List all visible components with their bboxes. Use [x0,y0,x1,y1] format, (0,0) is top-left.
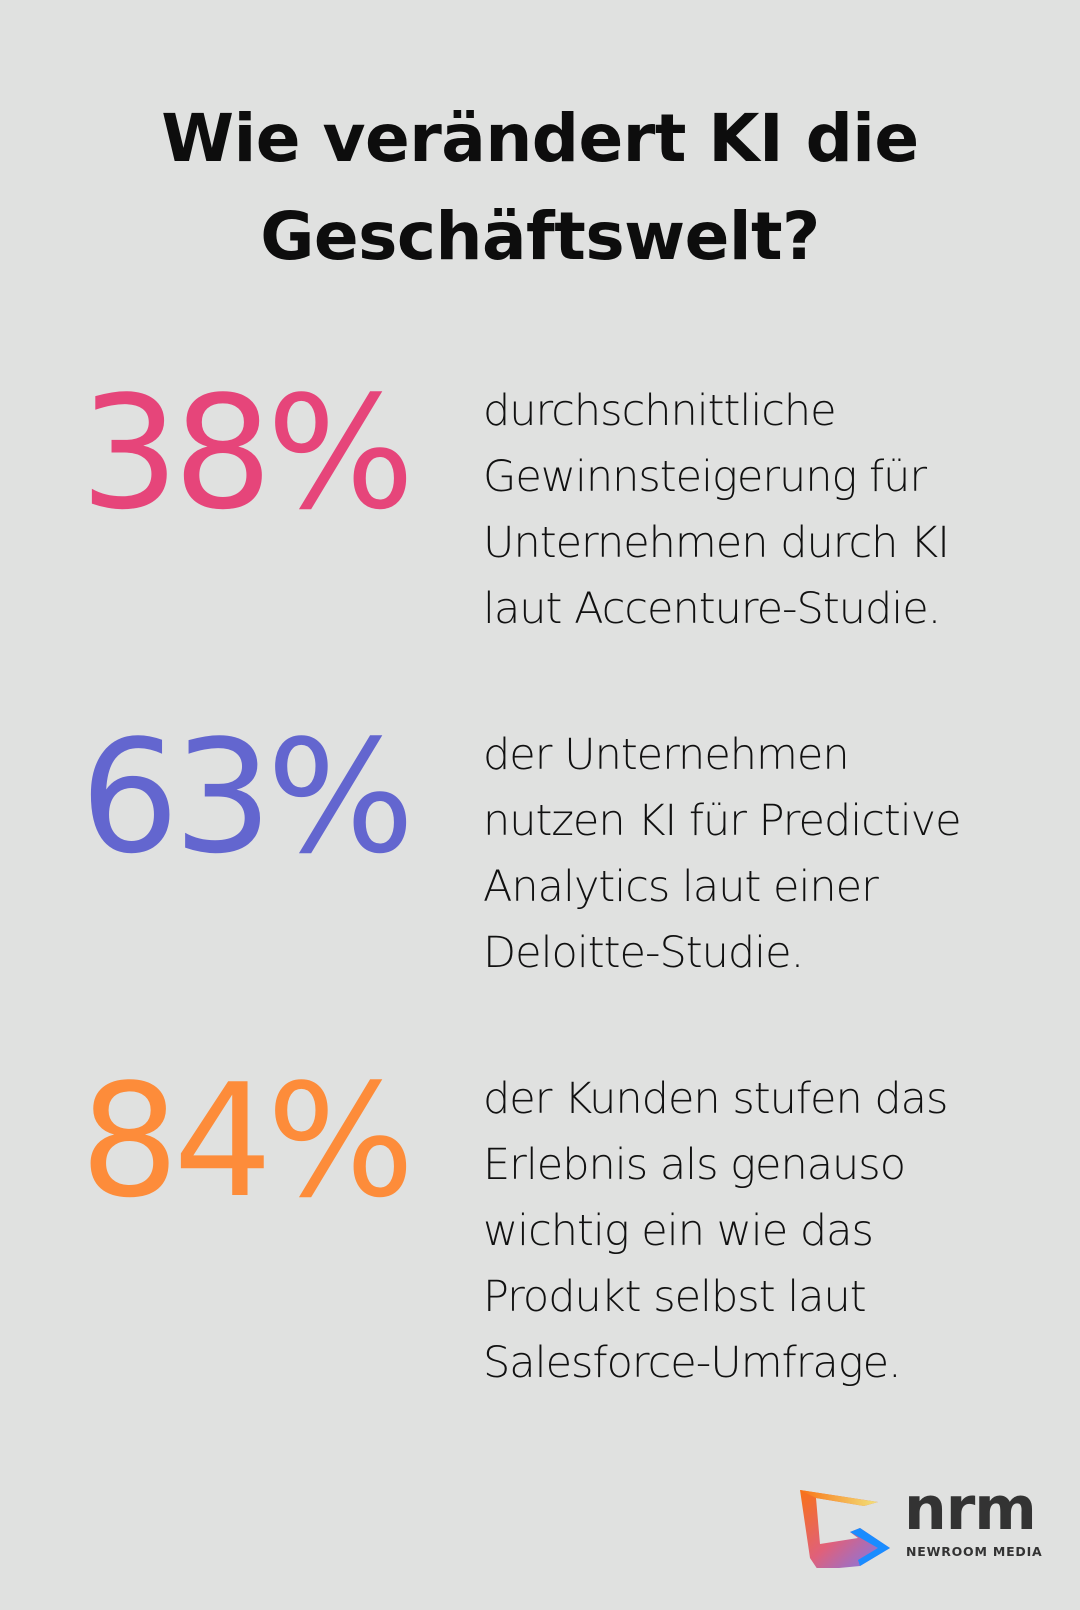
desc-line: Deloitte-Studie. [483,928,804,978]
stat-description: der Kunden stufen das Erlebnis als genau… [483,1066,1023,1396]
desc-line: Unternehmen durch KI [483,518,950,568]
stat-block-1: 38% durchschnittliche Gewinnsteigerung f… [80,368,1040,678]
desc-line: Erlebnis als genauso [483,1140,906,1190]
title-line-1: Wie verändert KI die [161,100,919,177]
stat-description: durchschnittliche Gewinnsteigerung für U… [483,378,1023,642]
desc-line: Gewinnsteigerung für [483,452,927,502]
desc-line: durchschnittliche [483,386,837,436]
stat-value: 84% [80,1050,415,1232]
stat-value: 63% [80,706,415,888]
desc-line: der Unternehmen [483,730,850,780]
newroom-media-logo: nrm NEWROOM MEDIA [798,1474,1048,1570]
desc-line: Salesforce-Umfrage. [483,1338,902,1388]
desc-line: der Kunden stufen das [483,1074,948,1124]
stat-block-3: 84% der Kunden stufen das Erlebnis als g… [80,1056,1040,1388]
desc-line: laut Accenture-Studie. [483,584,941,634]
desc-line: wichtig ein wie das [483,1206,874,1256]
stat-description: der Unternehmen nutzen KI für Predictive… [483,722,1023,986]
stat-block-2: 63% der Unternehmen nutzen KI für Predic… [80,712,1040,1022]
nrm-logo-icon [800,1490,890,1570]
logo-wordmark: nrm [904,1474,1037,1544]
title-line-2: Geschäftswelt? [260,198,820,275]
desc-line: Produkt selbst laut [483,1272,867,1322]
logo-subtitle: NEWROOM MEDIA [906,1544,1043,1559]
desc-line: Analytics laut einer [483,862,879,912]
page-title: Wie verändert KI die Geschäftswelt? [0,90,1080,286]
desc-line: nutzen KI für Predictive [483,796,962,846]
stat-value: 38% [80,362,415,544]
